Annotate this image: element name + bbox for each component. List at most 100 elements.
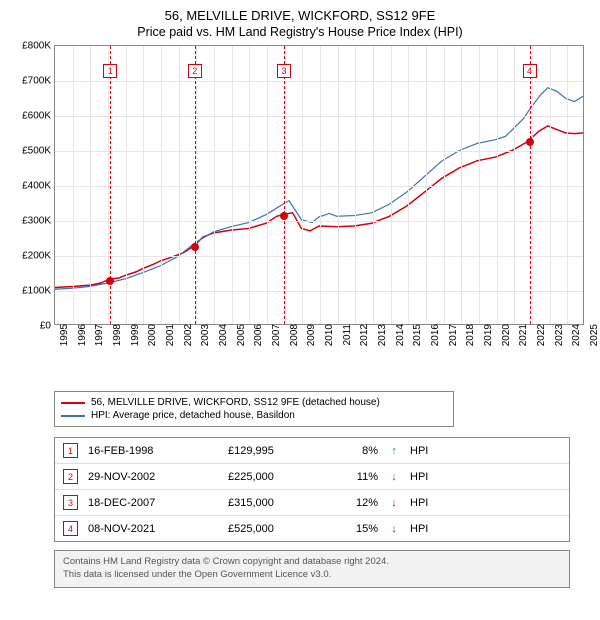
gridline-h (55, 151, 583, 152)
gridline-v (444, 46, 445, 324)
attribution: Contains HM Land Registry data © Crown c… (54, 550, 570, 588)
x-axis-label: 2013 (373, 324, 388, 346)
gridline-v (497, 46, 498, 324)
transaction-row: 408-NOV-2021£525,00015%↓HPI (55, 515, 569, 541)
tx-marker: 1 (63, 443, 78, 458)
tx-date: 29-NOV-2002 (88, 471, 218, 483)
sale-point (106, 277, 114, 285)
gridline-v (143, 46, 144, 324)
x-axis-label: 2000 (143, 324, 158, 346)
gridline-v (479, 46, 480, 324)
tx-diff: 12% (338, 497, 378, 509)
tx-diff: 15% (338, 523, 378, 535)
x-axis-label: 2021 (514, 324, 529, 346)
x-axis-label: 2004 (214, 324, 229, 346)
gridline-v (302, 46, 303, 324)
y-axis-label: £100K (22, 286, 55, 297)
gridline-h (55, 256, 583, 257)
gridline-h (55, 81, 583, 82)
event-line (195, 46, 196, 324)
sale-point (280, 212, 288, 220)
event-line (284, 46, 285, 324)
legend-row: HPI: Average price, detached house, Basi… (61, 409, 447, 422)
series-hpi (55, 88, 583, 290)
gridline-v (90, 46, 91, 324)
x-axis-label: 1997 (90, 324, 105, 346)
gridline-v (461, 46, 462, 324)
x-axis-label: 1996 (73, 324, 88, 346)
title-subtitle: Price paid vs. HM Land Registry's House … (12, 25, 588, 39)
gridline-v (214, 46, 215, 324)
y-axis-label: £200K (22, 251, 55, 262)
gridline-v (550, 46, 551, 324)
legend-swatch (61, 402, 85, 404)
gridline-h (55, 221, 583, 222)
tx-marker: 4 (63, 521, 78, 536)
gridline-v (249, 46, 250, 324)
y-axis-label: £300K (22, 216, 55, 227)
event-marker: 2 (188, 64, 202, 78)
gridline-v (338, 46, 339, 324)
gridline-h (55, 116, 583, 117)
title-address: 56, MELVILLE DRIVE, WICKFORD, SS12 9FE (12, 8, 588, 23)
tx-date: 16-FEB-1998 (88, 445, 218, 457)
attribution-line1: Contains HM Land Registry data © Crown c… (63, 556, 561, 569)
chart-title-block: 56, MELVILLE DRIVE, WICKFORD, SS12 9FE P… (12, 8, 588, 39)
x-axis-label: 2014 (391, 324, 406, 346)
arrow-down-icon: ↓ (388, 471, 400, 483)
x-axis-label: 2017 (444, 324, 459, 346)
y-axis-label: £400K (22, 181, 55, 192)
x-axis-label: 2002 (179, 324, 194, 346)
legend-label: HPI: Average price, detached house, Basi… (91, 410, 295, 421)
transaction-row: 116-FEB-1998£129,9958%↑HPI (55, 438, 569, 463)
legend-row: 56, MELVILLE DRIVE, WICKFORD, SS12 9FE (… (61, 396, 447, 409)
x-axis-label: 2003 (196, 324, 211, 346)
tx-price: £129,995 (228, 445, 328, 457)
tx-hpi-label: HPI (410, 497, 428, 509)
x-axis-label: 2007 (267, 324, 282, 346)
x-axis-label: 2018 (461, 324, 476, 346)
gridline-h (55, 186, 583, 187)
x-axis-label: 1998 (108, 324, 123, 346)
sale-point (526, 138, 534, 146)
arrow-down-icon: ↓ (388, 497, 400, 509)
sale-point (191, 243, 199, 251)
y-axis-label: £500K (22, 146, 55, 157)
gridline-v (567, 46, 568, 324)
gridline-v (73, 46, 74, 324)
x-axis-label: 2024 (567, 324, 582, 346)
y-axis-label: £0 (40, 321, 55, 332)
tx-marker: 2 (63, 469, 78, 484)
x-axis-label: 2009 (302, 324, 317, 346)
x-axis-label: 2016 (426, 324, 441, 346)
transaction-table: 116-FEB-1998£129,9958%↑HPI229-NOV-2002£2… (54, 437, 570, 542)
tx-diff: 8% (338, 445, 378, 457)
x-axis-label: 2012 (355, 324, 370, 346)
legend-swatch (61, 415, 85, 417)
tx-date: 18-DEC-2007 (88, 497, 218, 509)
x-axis-label: 2019 (479, 324, 494, 346)
tx-price: £525,000 (228, 523, 328, 535)
gridline-v (514, 46, 515, 324)
x-axis-label: 1995 (55, 324, 70, 346)
tx-price: £225,000 (228, 471, 328, 483)
y-axis-label: £600K (22, 111, 55, 122)
gridline-v (426, 46, 427, 324)
tx-hpi-label: HPI (410, 523, 428, 535)
gridline-v (232, 46, 233, 324)
event-marker: 4 (523, 64, 537, 78)
legend-label: 56, MELVILLE DRIVE, WICKFORD, SS12 9FE (… (91, 397, 380, 408)
x-axis-label: 2001 (161, 324, 176, 346)
series-lines (55, 46, 583, 324)
arrow-down-icon: ↓ (388, 523, 400, 535)
gridline-v (161, 46, 162, 324)
gridline-v (196, 46, 197, 324)
event-marker: 1 (103, 64, 117, 78)
gridline-v (408, 46, 409, 324)
gridline-v (532, 46, 533, 324)
x-axis-label: 2010 (320, 324, 335, 346)
gridline-v (179, 46, 180, 324)
x-axis-label: 2025 (585, 324, 600, 346)
attribution-line2: This data is licensed under the Open Gov… (63, 569, 561, 582)
x-axis-label: 2015 (408, 324, 423, 346)
